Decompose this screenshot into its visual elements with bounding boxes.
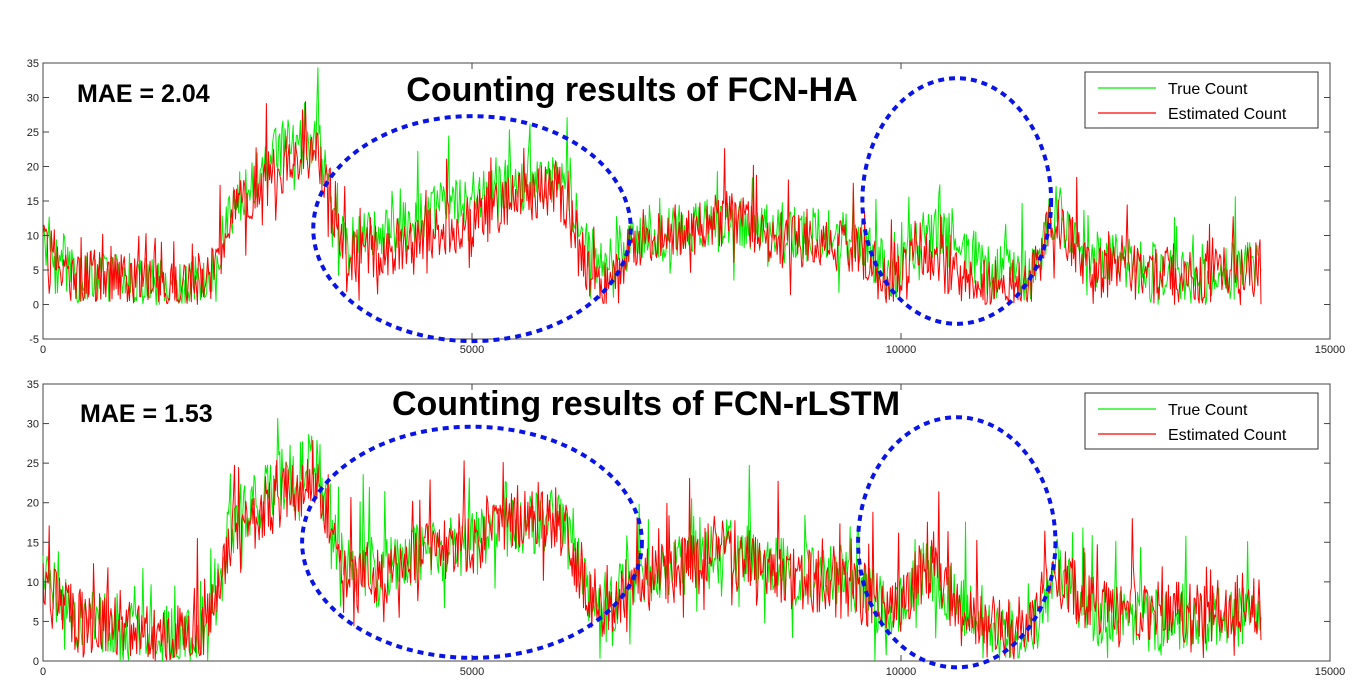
legend-label-estimated-count: Estimated Count [1168,427,1287,444]
highlight-ellipse [856,415,1058,670]
chart-title: Counting results of FCN-HA [406,71,857,109]
highlight-ellipse [860,76,1054,326]
legend-box [1084,392,1319,450]
legend-label-true-count: True Count [1168,402,1248,419]
y-tick-label: 35 [27,58,39,70]
x-tick-label: 5000 [460,666,484,678]
x-tick-label: 10000 [886,666,917,678]
mae-annotation: MAE = 1.53 [80,400,213,428]
legend-box [1084,71,1319,129]
x-tick-label: 0 [40,344,46,356]
highlight-ellipses [311,76,1054,344]
legend: True Count Estimated Count [1084,392,1319,450]
series-layer [42,67,1262,305]
y-tick-label: 10 [27,577,39,589]
y-tick-label: -5 [29,334,39,346]
y-tick-label: 25 [27,458,39,470]
y-tick-label: 25 [27,127,39,139]
y-tick-label: 5 [33,265,39,277]
y-tick-label: 5 [33,616,39,628]
legend-label-true-count: True Count [1168,81,1248,98]
legend: True Count Estimated Count [1084,71,1319,129]
series-layer [42,418,1262,662]
legend-label-estimated-count: Estimated Count [1168,106,1287,123]
y-tick-label: 35 [27,379,39,391]
x-tick-label: 15000 [1315,344,1346,356]
highlight-ellipse [311,114,633,344]
series-estimated-count [42,440,1262,662]
panel-fcn-rlstm: 0 5000 10000 15000 0 5 10 15 20 25 30 35 MAE = 1.53… [27,379,1346,678]
series-estimated-count [42,101,1262,305]
mae-annotation: MAE = 2.04 [77,80,210,108]
highlight-ellipse [300,424,644,660]
y-tick-label: 30 [27,93,39,105]
y-tick-label: 15 [27,537,39,549]
y-tick-label: 0 [33,656,39,668]
y-tick-label: 30 [27,419,39,431]
highlight-ellipses [300,415,1058,670]
x-tick-label: 10000 [886,344,917,356]
y-tick-label: 20 [27,162,39,174]
x-tick-label: 15000 [1315,666,1346,678]
tick-layer: 0 5000 10000 15000 0 5 10 15 20 25 30 35 [27,379,1346,678]
y-tick-label: 10 [27,231,39,243]
y-tick-label: 15 [27,196,39,208]
x-tick-label: 5000 [460,344,484,356]
y-tick-label: 20 [27,498,39,510]
x-tick-label: 0 [40,666,46,678]
chart-title: Counting results of FCN-rLSTM [392,385,900,423]
y-tick-label: 0 [33,300,39,312]
